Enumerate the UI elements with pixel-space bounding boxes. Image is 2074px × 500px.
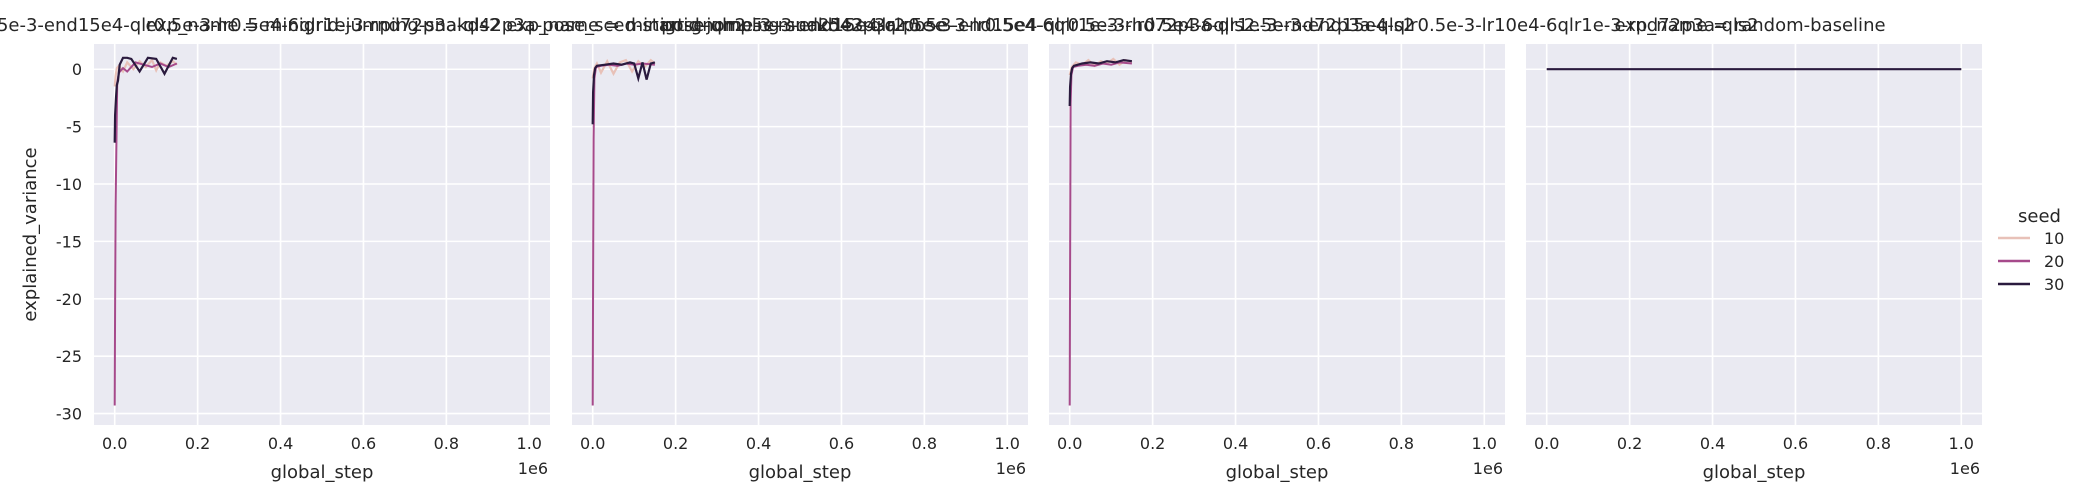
y-tick-label: 0 [72, 60, 82, 79]
x-tick-label: 1.0 [1949, 434, 1974, 453]
series-line-seed-20 [1068, 61, 1132, 406]
x-axis-label: global_step [749, 462, 852, 483]
chart-panel-4: 0.0 0.2 0.4 0.6 0.8 1.0 global_step 1e6 exp_name… [1526, 15, 1982, 483]
x-tick-label: 0.8 [1866, 434, 1891, 453]
x-axis-label: global_step [271, 462, 374, 483]
plot-area [94, 44, 550, 425]
x-tick-label: 0.4 [1700, 434, 1725, 453]
x-tick-label: 0.8 [1389, 434, 1414, 453]
x-tick-label: 1.0 [995, 434, 1020, 453]
plot-area [572, 44, 1028, 425]
x-tick-label: 0.2 [1140, 434, 1165, 453]
panel-title: exp_name = random-baseline [1614, 15, 1885, 36]
x-tick-label: 0.2 [185, 434, 210, 453]
x-tick-label: 0.0 [1057, 434, 1082, 453]
y-tick-label: -15 [56, 232, 82, 251]
x-tick-label: 0.6 [1306, 434, 1331, 453]
legend-label: 10 [2044, 229, 2064, 248]
chart-panel-3: 0.0 0.2 0.4 0.6 0.8 1.0 global_step 1e6 pose-qlr… [661, 15, 1759, 483]
y-tick-label: -30 [56, 405, 82, 424]
series-line-seed-30 [1068, 58, 1133, 107]
x-tick-label: 1.0 [517, 434, 542, 453]
y-tick-label: -10 [56, 175, 82, 194]
x-tick-label: 0.0 [102, 434, 127, 453]
chart-panel-1: 0.0 0.2 0.4 0.6 0.8 1.0 0 -5 -10 -15 -20 -25 -30 glob… [0, 15, 946, 483]
x-offset-label: 1e6 [1473, 459, 1503, 478]
legend-label: 20 [2044, 252, 2064, 271]
x-tick-label: 0.8 [434, 434, 459, 453]
y-tick-label: -5 [66, 118, 82, 137]
x-tick-label: 0.8 [912, 434, 937, 453]
x-axis-label: global_step [1703, 462, 1806, 483]
panel-title: pose-qlr2.5e-3-end15e4-qlr0.5e-3-lr0.5e4… [661, 15, 1759, 36]
x-tick-label: 0.6 [829, 434, 854, 453]
x-tick-label: 1.0 [1472, 434, 1497, 453]
x-offset-label: 1e6 [518, 459, 548, 478]
plot-area [1049, 44, 1505, 425]
plot-area [1526, 44, 1982, 425]
x-tick-label: 0.4 [268, 434, 293, 453]
x-tick-label: 0.0 [1534, 434, 1559, 453]
x-tick-label: 0.2 [663, 434, 688, 453]
y-axis-label: explained_variance [20, 147, 41, 321]
x-offset-label: 1e6 [996, 459, 1026, 478]
x-tick-label: 0.4 [1223, 434, 1248, 453]
panel-title: uploading-double_sced-start-gnome-3-mud2… [0, 15, 946, 36]
x-tick-label: 0.6 [1783, 434, 1808, 453]
chart-panels: 0.0 0.2 0.4 0.6 0.8 1.0 0 -5 -10 -15 -20 -25 -30 glob… [0, 15, 1982, 483]
series-line-seed-30 [591, 61, 656, 125]
x-offset-label: 1e6 [1950, 459, 1980, 478]
legend-title: seed [2018, 206, 2061, 227]
legend-label: 30 [2044, 275, 2064, 294]
y-tick-label: -25 [56, 347, 82, 366]
y-tick-label: -20 [56, 290, 82, 309]
chart-panel-2: 0.0 0.2 0.4 0.6 0.8 1.0 global_step 1e6 exp_name… [145, 15, 1414, 483]
panel-title: exp_name = minigrid-jumping-snakd42p3a-p… [145, 15, 1414, 36]
x-tick-label: 0.2 [1617, 434, 1642, 453]
legend: seed 10 20 30 [1998, 206, 2064, 294]
x-axis-label: global_step [1226, 462, 1329, 483]
x-tick-label: 0.4 [746, 434, 771, 453]
series-line-seed-30 [113, 56, 178, 143]
x-tick-label: 0.0 [580, 434, 605, 453]
x-tick-label: 0.6 [351, 434, 376, 453]
